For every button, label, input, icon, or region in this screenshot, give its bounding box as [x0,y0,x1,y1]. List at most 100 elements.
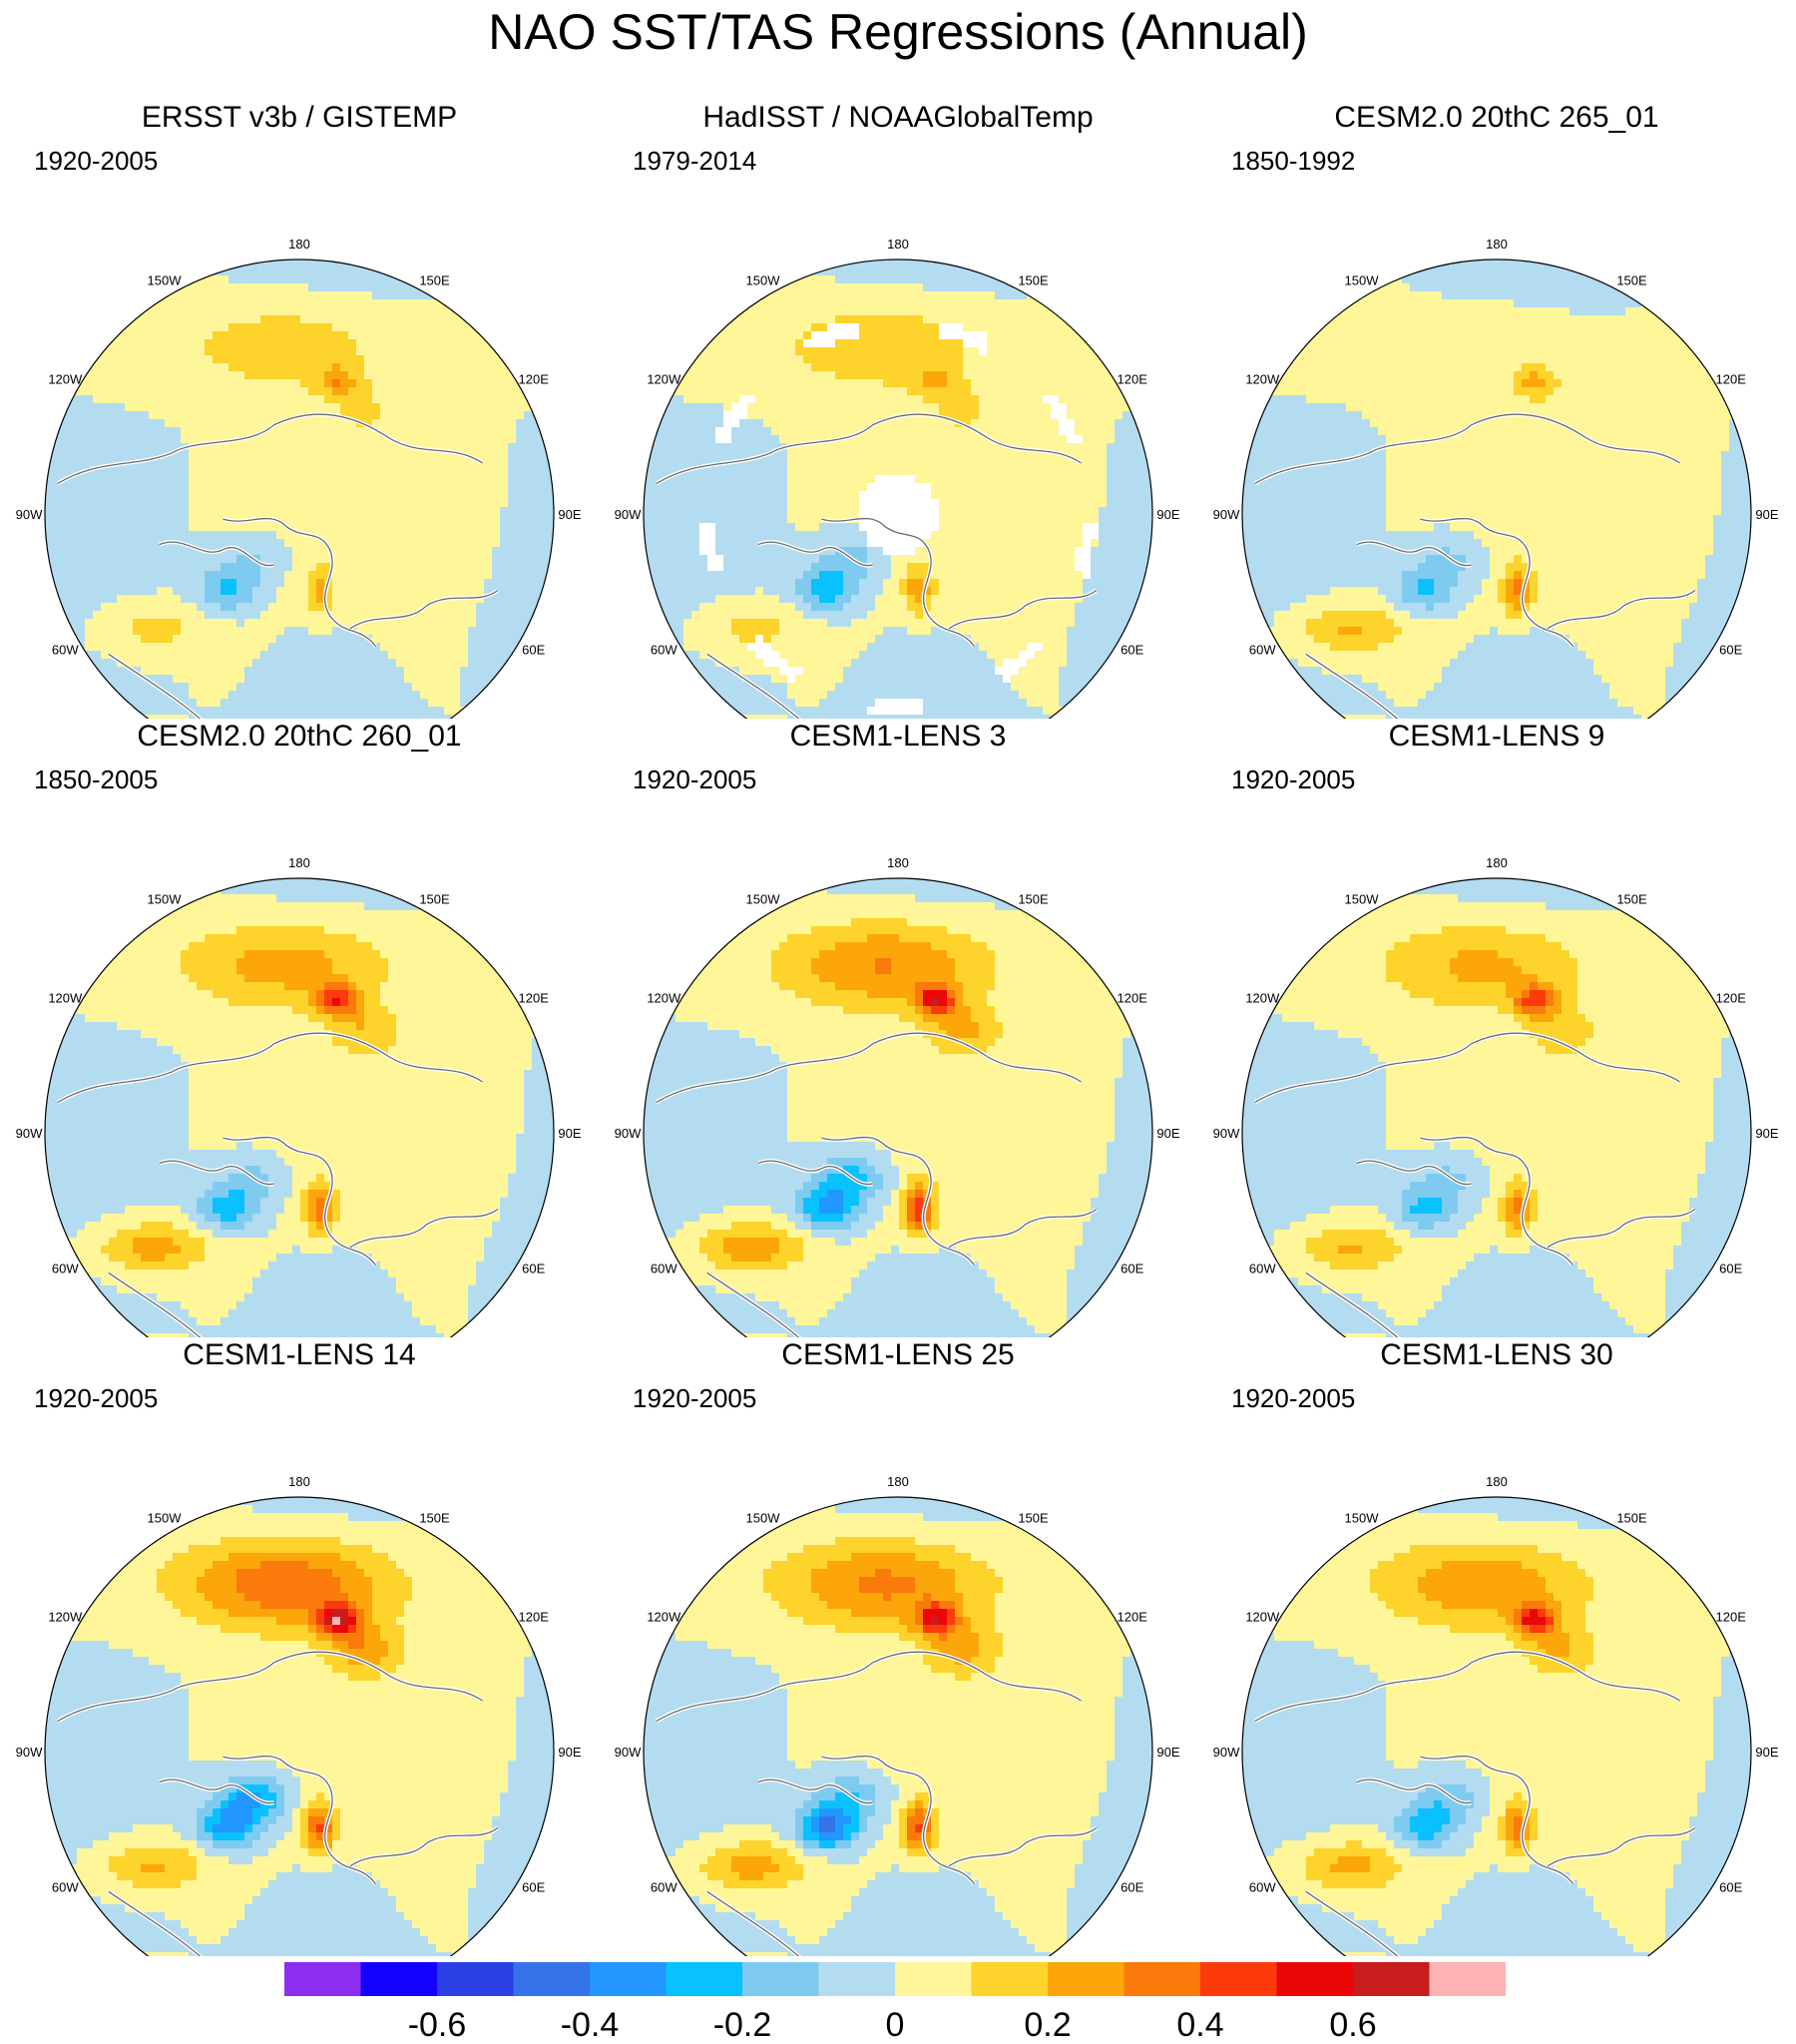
longitude-label: 120W [48,372,83,387]
colorbar-swatch [1353,1962,1430,1996]
longitude-label: 60W [52,1262,79,1277]
longitude-label: 150E [1616,891,1647,906]
coastline [108,1272,287,1337]
coastline [159,1779,274,1804]
longitude-label: 150W [1345,1510,1380,1525]
coastline [1420,517,1574,647]
coastline [1356,1160,1472,1186]
longitude-label: 120E [519,991,550,1006]
contour-field [1242,878,1751,1337]
longitude-label: 120E [1118,1610,1148,1625]
longitude-label: 150W [746,891,781,906]
coastline [57,413,483,484]
longitude-label: 90W [1213,507,1240,522]
map-boundary [1241,877,1752,1337]
colorbar-swatch [818,1962,895,1996]
map-panel: 180150E120E90E60E30E030W60W90W120W150WCE… [1197,100,1796,719]
coastline [948,589,1098,630]
longitude-label: 90E [1755,1126,1778,1141]
coastline [706,1272,886,1337]
colorbar-swatch [895,1962,972,1996]
map-panel: 180150E120E90E60E30E030W60W90W120W150WHa… [599,100,1197,719]
longitude-label: 180 [1486,237,1508,252]
coastline [706,653,886,719]
colorbar-swatch [742,1962,819,1996]
longitude-label: 120W [48,1610,83,1625]
coastline [757,541,873,567]
colorbar-swatch [1276,1962,1353,1996]
polar-map: 180150E120E90E60E30E030W60W90W120W150W [1213,237,1779,719]
longitude-label: 60W [52,1880,79,1895]
contour-field [644,1497,1152,1956]
longitude-label: 120W [647,991,681,1006]
colorbar-swatch [513,1962,590,1996]
longitude-label: 90W [615,1126,642,1141]
longitude-label: 90W [1213,1126,1240,1141]
panel-period: 1920-2005 [1231,765,1355,794]
polar-map: 180150E120E90E60E30E030W60W90W120W150W [1213,855,1779,1337]
longitude-label: 60W [1249,1880,1276,1895]
contour-field [1242,1497,1751,1956]
coastline [159,541,274,567]
coastline [1356,1779,1472,1804]
coastline [223,1136,377,1266]
longitude-label: 120W [1245,991,1280,1006]
longitude-label: 150W [148,272,183,287]
coastline [706,1890,886,1956]
colorbar-swatch [1200,1962,1277,1996]
coastline [1254,1651,1680,1722]
longitude-label: 150W [746,1510,781,1525]
coastline [57,1651,483,1722]
longitude-label: 60E [522,643,545,658]
colorbar-swatch [360,1962,437,1996]
coastline [757,1779,873,1804]
coastline [821,1136,976,1266]
coastline [1547,1826,1696,1867]
map-boundary [643,877,1153,1337]
coastline [108,1890,287,1956]
panel-period: 1920-2005 [633,1383,756,1413]
colorbar-swatch [666,1962,742,1996]
longitude-label: 180 [887,237,909,252]
coastline [948,1826,1098,1867]
colorbar-swatch [284,1962,361,1996]
coastline [349,1826,499,1867]
longitude-label: 150W [1345,891,1380,906]
longitude-label: 90W [615,507,642,522]
longitude-label: 60E [1719,1262,1742,1277]
panel-title: ERSST v3b / GISTEMP [0,100,599,136]
panel-title: CESM1-LENS 9 [1197,719,1796,755]
polar-map: 180150E120E90E60E30E030W60W90W120W150W [16,237,582,719]
coastline [223,517,377,647]
map-panel: 180150E120E90E60E30E030W60W90W120W150WCE… [0,719,599,1337]
longitude-label: 150E [419,891,450,906]
longitude-label: 150W [746,272,781,287]
longitude-label: 120E [1716,1610,1747,1625]
coastline [108,653,287,719]
map-panel: 180150E120E90E60E30E030W60W90W120W150WCE… [599,719,1197,1337]
longitude-label: 90W [1213,1745,1240,1760]
panel-title: CESM1-LENS 3 [599,719,1197,755]
panel-title: CESM1-LENS 25 [599,1337,1197,1373]
map-boundary [1241,258,1752,719]
longitude-label: 60W [651,643,677,658]
map-panel: 180150E120E90E60E30E030W60W90W120W150WCE… [599,1337,1197,1956]
colorbar-tick-label: 0.4 [1176,2006,1223,2042]
map-boundary [44,258,555,719]
longitude-label: 150E [1616,1510,1647,1525]
polar-map: 180150E120E90E60E30E030W60W90W120W150W [615,237,1180,719]
longitude-label: 60E [1121,643,1143,658]
longitude-label: 180 [288,855,310,870]
coastline [1547,1208,1696,1249]
longitude-label: 60W [52,643,79,658]
longitude-label: 90W [16,1745,43,1760]
longitude-label: 90E [1156,1126,1179,1141]
colorbar-swatch [1123,1962,1200,1996]
panel-period: 1979-2014 [633,146,756,176]
coastline [159,1160,274,1186]
coastline [1420,1755,1574,1884]
longitude-label: 120E [1118,991,1148,1006]
longitude-label: 180 [887,855,909,870]
map-panel: 180150E120E90E60E30E030W60W90W120W150WCE… [1197,1337,1796,1956]
longitude-label: 150E [1018,272,1049,287]
